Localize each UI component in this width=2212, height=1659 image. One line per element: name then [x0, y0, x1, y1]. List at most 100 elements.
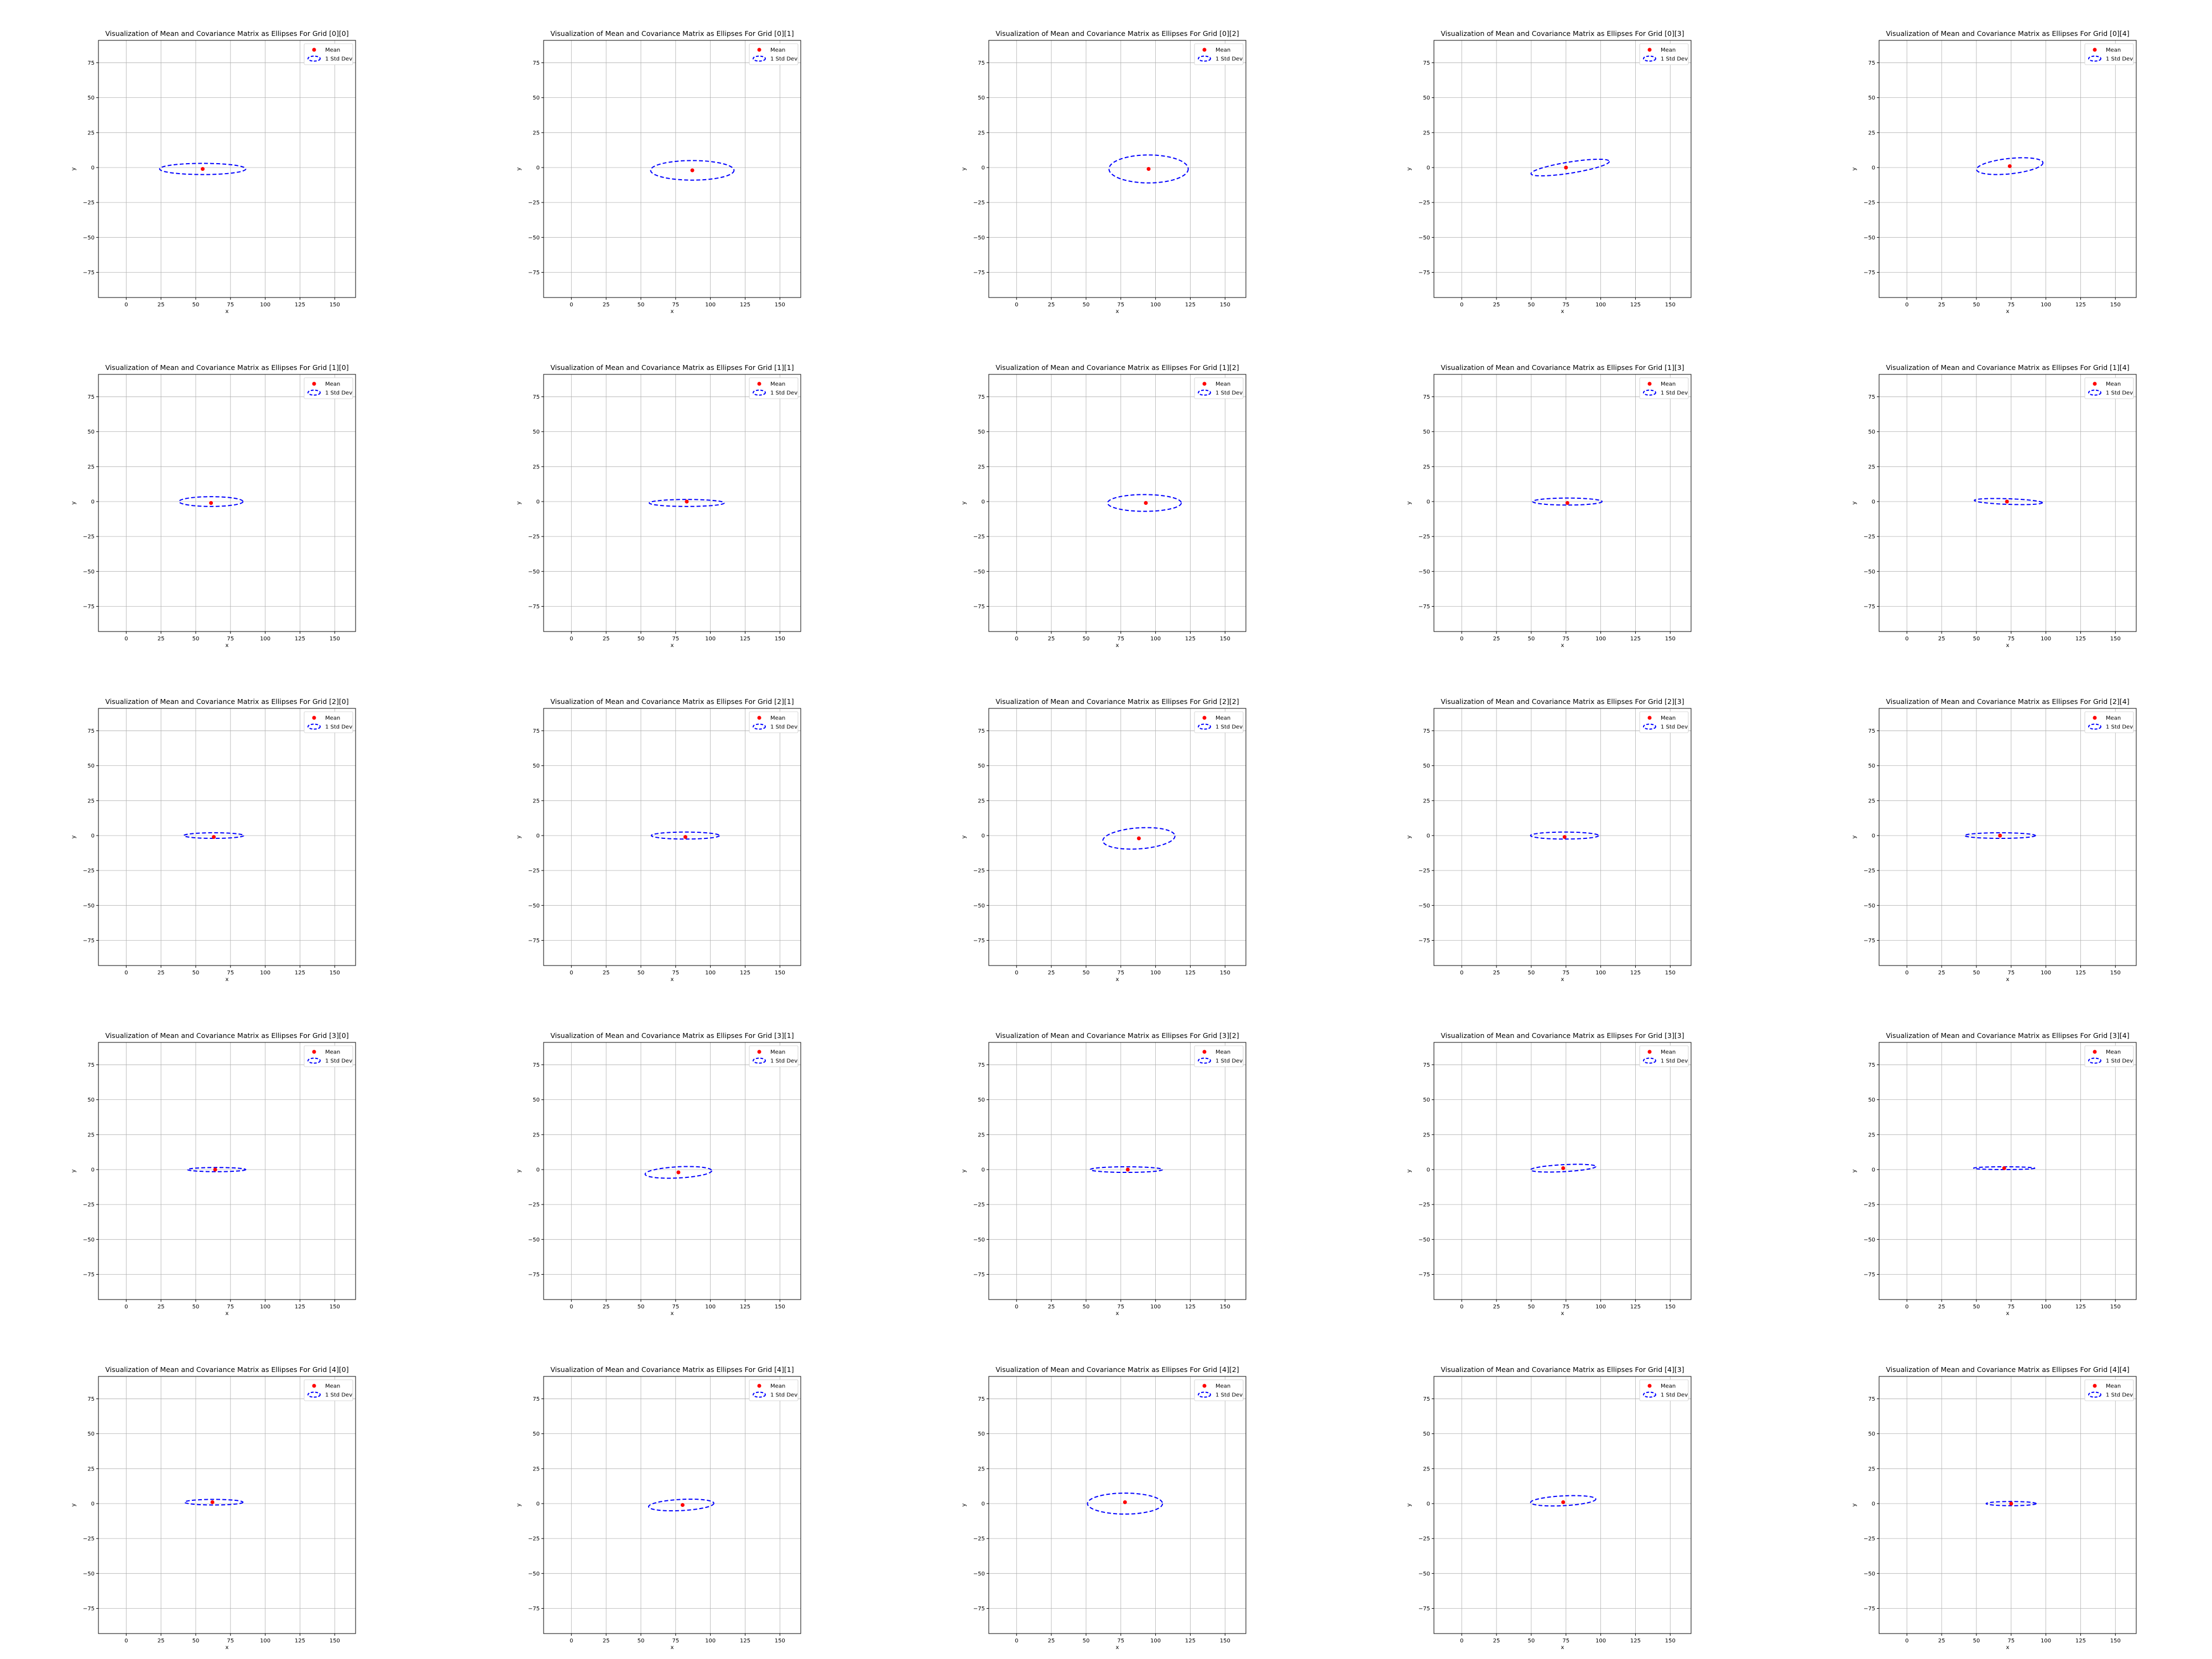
y-tick-label: −25 — [973, 534, 985, 540]
y-tick-label: 25 — [1423, 1132, 1430, 1138]
y-axis-label: y — [71, 835, 77, 838]
y-tick-label: 25 — [1423, 130, 1430, 136]
y-tick-label: 75 — [87, 394, 95, 400]
y-tick-label: −50 — [1418, 1237, 1430, 1243]
x-axis-label: x — [671, 1645, 674, 1651]
x-tick-label: 150 — [1220, 1638, 1230, 1644]
y-tick-label: −75 — [1418, 938, 1430, 944]
mean-point — [1562, 835, 1567, 839]
y-tick-label: 50 — [1868, 763, 1875, 769]
legend: Mean 1 Std Dev — [304, 377, 353, 399]
legend-std-label: 1 Std Dev — [1661, 1392, 1688, 1399]
mean-point — [213, 1167, 217, 1172]
y-tick-label: −75 — [528, 270, 540, 276]
subplot-title: Visualization of Mean and Covariance Mat… — [1886, 1031, 2129, 1040]
mean-point — [212, 835, 216, 839]
mean-point — [2009, 1501, 2013, 1506]
x-tick-label: 125 — [1630, 636, 1641, 642]
x-axis-label: x — [2006, 977, 2010, 983]
legend: Mean 1 Std Dev — [304, 711, 353, 733]
legend: Mean 1 Std Dev — [749, 1045, 799, 1067]
x-tick-label: 0 — [1460, 636, 1463, 642]
x-tick-label: 125 — [2075, 636, 2086, 642]
legend-ellipse-marker — [307, 1057, 321, 1064]
axes-frame — [1433, 1376, 1692, 1634]
y-tick-label: 75 — [87, 1062, 95, 1068]
subplot-title: Visualization of Mean and Covariance Mat… — [105, 697, 348, 706]
std-ellipse — [1089, 1166, 1164, 1173]
legend-mean-marker — [757, 48, 761, 52]
subplot-4-4: Visualization of Mean and Covariance Mat… — [1851, 1365, 2137, 1651]
x-tick-label: 0 — [1905, 970, 1908, 976]
y-axis-label: y — [1851, 1169, 1858, 1172]
std-ellipse — [1530, 1495, 1597, 1507]
x-tick-label: 0 — [570, 970, 573, 976]
std-ellipse — [178, 496, 244, 507]
x-tick-label: 75 — [2007, 970, 2015, 976]
axes-frame — [988, 1376, 1246, 1634]
x-tick-label: 0 — [124, 970, 128, 976]
subplot-1-2: Visualization of Mean and Covariance Mat… — [961, 363, 1246, 649]
x-tick-label: 0 — [1905, 1304, 1908, 1310]
y-tick-label: 0 — [1872, 833, 1875, 839]
y-tick-label: −25 — [1864, 1536, 1875, 1542]
subplot-title: Visualization of Mean and Covariance Mat… — [995, 1031, 1239, 1040]
y-tick-label: −75 — [973, 1272, 985, 1278]
y-tick-label: −50 — [528, 235, 540, 241]
legend-std-label: 1 Std Dev — [770, 724, 797, 731]
x-tick-label: 125 — [2075, 1304, 2086, 1310]
legend-box — [749, 1045, 799, 1067]
legend-box — [1639, 43, 1689, 65]
legend-mean-marker — [312, 1050, 316, 1054]
y-tick-label: −25 — [973, 868, 985, 874]
legend-box — [1639, 711, 1689, 733]
legend-ellipse-marker — [1643, 1391, 1656, 1398]
y-axis-label: y — [1851, 835, 1858, 838]
legend-box — [304, 1379, 353, 1401]
x-tick-label: 75 — [672, 636, 679, 642]
y-tick-label: 75 — [1868, 1396, 1875, 1402]
y-tick-label: 25 — [1868, 130, 1875, 136]
y-tick-label: −25 — [1418, 534, 1430, 540]
y-tick-label: −25 — [973, 1202, 985, 1208]
y-tick-label: 75 — [978, 60, 985, 66]
y-tick-label: −50 — [83, 1571, 95, 1577]
x-tick-label: 25 — [1048, 1638, 1055, 1644]
y-tick-label: 0 — [982, 1167, 985, 1173]
legend-std-label: 1 Std Dev — [325, 56, 352, 62]
subplot-4-2: Visualization of Mean and Covariance Mat… — [961, 1365, 1246, 1651]
y-tick-label: −50 — [1864, 1237, 1875, 1243]
subplot-title: Visualization of Mean and Covariance Mat… — [105, 1365, 348, 1374]
x-tick-label: 25 — [1493, 970, 1500, 976]
x-tick-label: 25 — [603, 970, 610, 976]
axes-frame — [1433, 708, 1692, 966]
legend-ellipse-marker — [2088, 723, 2101, 730]
legend-std-label: 1 Std Dev — [1661, 1058, 1688, 1065]
y-axis-label: y — [516, 501, 522, 504]
legend-mean-marker — [312, 716, 316, 720]
x-tick-label: 75 — [1562, 1638, 1569, 1644]
x-axis-label: x — [2006, 1311, 2010, 1317]
y-tick-label: −50 — [528, 1571, 540, 1577]
subplot-title: Visualization of Mean and Covariance Mat… — [105, 363, 348, 372]
y-tick-label: −25 — [83, 534, 95, 540]
legend: Mean 1 Std Dev — [749, 711, 799, 733]
y-tick-label: 75 — [978, 394, 985, 400]
subplot-title: Visualization of Mean and Covariance Mat… — [1441, 1031, 1684, 1040]
legend: Mean 1 Std Dev — [1639, 1045, 1689, 1067]
x-tick-label: 125 — [1185, 1638, 1196, 1644]
x-tick-label: 125 — [740, 302, 750, 308]
y-tick-label: 0 — [91, 1167, 95, 1173]
subplot-title: Visualization of Mean and Covariance Mat… — [1886, 29, 2129, 38]
mean-point — [1565, 501, 1569, 505]
legend: Mean 1 Std Dev — [1639, 1379, 1689, 1401]
y-tick-label: −50 — [1418, 235, 1430, 241]
x-tick-label: 150 — [2110, 636, 2121, 642]
x-tick-label: 75 — [1562, 636, 1569, 642]
x-tick-label: 25 — [158, 302, 165, 308]
legend-mean-marker — [2093, 716, 2097, 720]
x-tick-label: 25 — [158, 970, 165, 976]
y-tick-label: −50 — [83, 569, 95, 575]
x-tick-label: 150 — [330, 1638, 340, 1644]
subplot-1-1: Visualization of Mean and Covariance Mat… — [516, 363, 801, 649]
